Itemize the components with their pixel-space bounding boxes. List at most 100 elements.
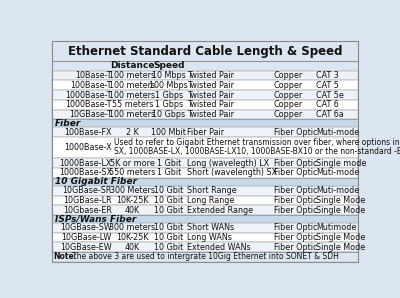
Text: Used to refer to Gigabit Ethernet transmission over fiber, where options include: Used to refer to Gigabit Ethernet transm… [114, 139, 400, 148]
Text: 1 Gbps: 1 Gbps [154, 91, 183, 100]
Text: Short (wavelength) SX: Short (wavelength) SX [187, 168, 277, 177]
Text: 10Base-T: 10Base-T [75, 71, 112, 80]
Bar [52, 61, 358, 71]
Text: 100 Mbps: 100 Mbps [149, 81, 188, 90]
Text: Distance: Distance [110, 61, 154, 70]
Text: 10GBase-SW: 10GBase-SW [60, 223, 112, 232]
Text: Twisted Pair: Twisted Pair [187, 110, 234, 119]
Text: 55 meters: 55 meters [112, 100, 153, 109]
Text: 100Base-FX: 100Base-FX [64, 128, 112, 137]
Text: Mutimode: Mutimode [316, 223, 357, 232]
Bar [52, 110, 358, 119]
Text: Fiber Optic: Fiber Optic [274, 233, 318, 242]
Text: 300 meters: 300 meters [109, 223, 155, 232]
Text: Copper: Copper [274, 81, 303, 90]
Bar [52, 158, 358, 168]
Text: CAT 6a: CAT 6a [316, 110, 344, 119]
Text: Extended WANs: Extended WANs [187, 243, 251, 252]
Text: Twisted Pair: Twisted Pair [187, 91, 234, 100]
Text: Fiber Optic: Fiber Optic [274, 186, 318, 195]
Text: CAT 5e: CAT 5e [316, 91, 344, 100]
Text: 10 Mbps: 10 Mbps [152, 71, 186, 80]
Text: 10GBase-T: 10GBase-T [69, 110, 112, 119]
Text: 1000Base-X: 1000Base-X [64, 143, 112, 152]
Text: The above 3 are used to intergrate 10Gig Ethernet into SONET & SDH: The above 3 are used to intergrate 10Gig… [72, 252, 339, 261]
Text: 5K or more: 5K or more [110, 159, 155, 168]
Bar [52, 119, 358, 127]
Bar [52, 252, 358, 262]
Text: 10 Gbps: 10 Gbps [152, 110, 185, 119]
Text: Muti-mode: Muti-mode [316, 128, 360, 137]
Text: 1 Gbit: 1 Gbit [156, 168, 181, 177]
Text: 10GBase-LW: 10GBase-LW [62, 233, 112, 242]
Bar [52, 186, 358, 195]
Text: CAT 3: CAT 3 [316, 71, 339, 80]
Bar [52, 168, 358, 178]
Text: Single Mode: Single Mode [316, 196, 366, 205]
Text: Fiber Optic: Fiber Optic [274, 223, 318, 232]
Bar [52, 71, 358, 80]
Text: Extended Range: Extended Range [187, 206, 253, 215]
Text: 100 meters: 100 meters [109, 71, 155, 80]
Text: 10 Gbit: 10 Gbit [154, 206, 183, 215]
Bar [52, 80, 358, 90]
Text: 10GBase-EW: 10GBase-EW [60, 243, 112, 252]
Text: 10Gbase-ER: 10Gbase-ER [63, 206, 112, 215]
Text: 10K-25K: 10K-25K [116, 233, 148, 242]
Text: 10 Gbit: 10 Gbit [154, 223, 183, 232]
Text: Fiber Optic: Fiber Optic [274, 196, 318, 205]
Text: 10 Gbit: 10 Gbit [154, 243, 183, 252]
Text: CAT 6: CAT 6 [316, 100, 339, 109]
Text: 40K: 40K [125, 206, 140, 215]
Text: 1 Gbit: 1 Gbit [156, 159, 181, 168]
Bar [52, 100, 358, 110]
Text: 1 Gbps: 1 Gbps [154, 100, 183, 109]
Bar [52, 205, 358, 215]
Text: 10 Gbit: 10 Gbit [154, 233, 183, 242]
Text: Twisted Pair: Twisted Pair [187, 81, 234, 90]
Text: 10GBase-LR: 10GBase-LR [63, 196, 112, 205]
Text: Single Mode: Single Mode [316, 243, 366, 252]
Text: CAT 5: CAT 5 [316, 81, 339, 90]
Bar [52, 127, 358, 137]
Text: 100 meters: 100 meters [109, 110, 155, 119]
Text: 100 meters: 100 meters [109, 91, 155, 100]
Text: Fiber Pair: Fiber Pair [187, 128, 224, 137]
Text: Fiber Optic: Fiber Optic [274, 243, 318, 252]
Text: 1000Base-T: 1000Base-T [65, 91, 112, 100]
Text: 1000Base-T: 1000Base-T [65, 100, 112, 109]
Text: Copper: Copper [274, 100, 303, 109]
Text: 10GBase-SR: 10GBase-SR [62, 186, 112, 195]
Text: 550 meters: 550 meters [109, 168, 156, 177]
Bar [52, 215, 358, 223]
Text: ISPs/Wans Fiber: ISPs/Wans Fiber [55, 215, 136, 224]
Text: Speed: Speed [153, 61, 184, 70]
Text: Long (wavelegth) LX: Long (wavelegth) LX [187, 159, 269, 168]
Text: 2 K: 2 K [126, 128, 139, 137]
Text: Fiber Optic: Fiber Optic [274, 128, 318, 137]
Text: Long Range: Long Range [187, 196, 234, 205]
Text: Copper: Copper [274, 91, 303, 100]
Text: 10K-25K: 10K-25K [116, 196, 148, 205]
Text: Short WANs: Short WANs [187, 223, 234, 232]
Bar [52, 41, 358, 61]
Text: 100Base-T: 100Base-T [70, 81, 112, 90]
Text: 300 Meters: 300 Meters [110, 186, 155, 195]
Text: Muti-mode: Muti-mode [316, 186, 360, 195]
Text: 10 Gbit: 10 Gbit [154, 196, 183, 205]
Text: Muti-mode: Muti-mode [316, 168, 360, 177]
Text: Fiber Optic: Fiber Optic [274, 206, 318, 215]
Text: Fiber Optic: Fiber Optic [274, 159, 318, 168]
Text: Copper: Copper [274, 71, 303, 80]
Bar [52, 137, 358, 158]
Text: Single mode: Single mode [316, 159, 367, 168]
Bar [52, 233, 358, 242]
Text: 1000Base-SX: 1000Base-SX [59, 168, 112, 177]
Bar [52, 195, 358, 205]
Text: Twisted Pair: Twisted Pair [187, 100, 234, 109]
Text: Single Mode: Single Mode [316, 206, 366, 215]
Text: Copper: Copper [274, 110, 303, 119]
Text: Single Mode: Single Mode [316, 233, 366, 242]
Text: 40K: 40K [125, 243, 140, 252]
Text: 1000Base-LX: 1000Base-LX [60, 159, 112, 168]
